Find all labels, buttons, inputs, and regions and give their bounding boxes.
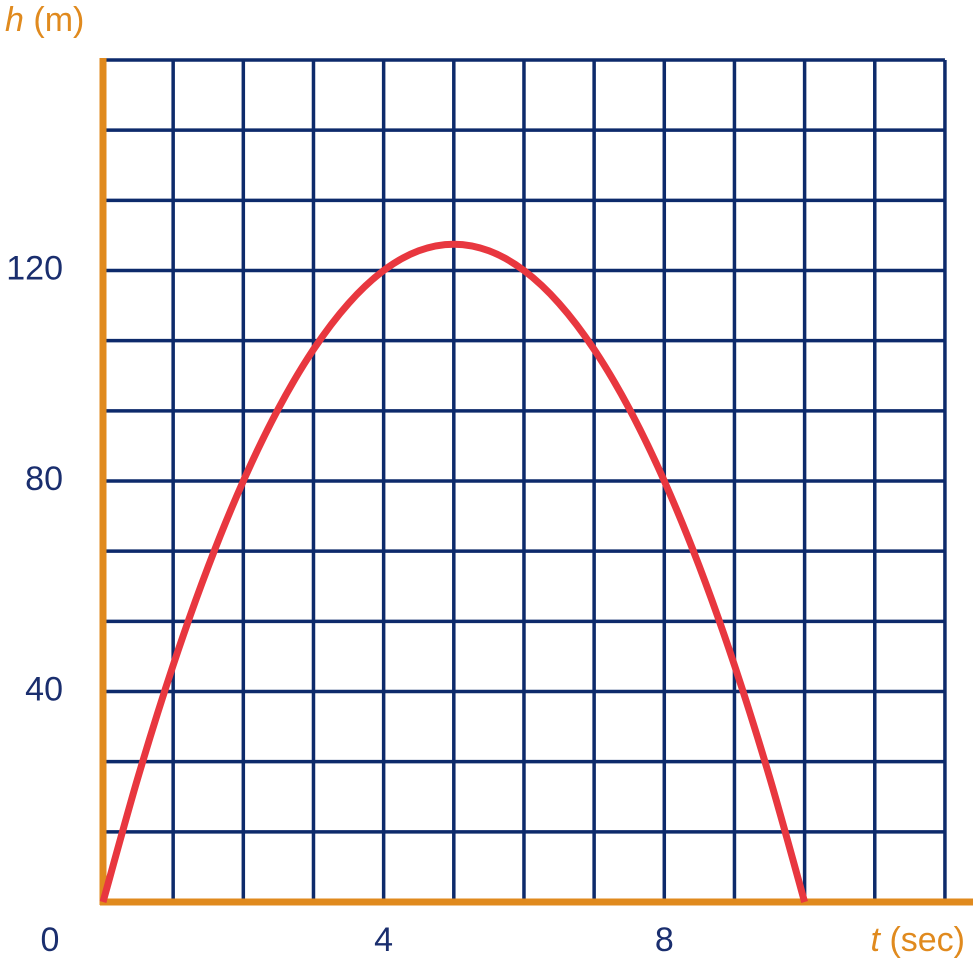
y-tick-label: 40	[25, 670, 63, 708]
x-tick-label: 8	[655, 921, 674, 959]
curve	[99, 240, 808, 903]
x-label-symbol: t	[871, 921, 882, 959]
y-label-unit: (m)	[33, 1, 84, 39]
x-label-unit: (sec)	[889, 921, 965, 959]
x-tick-label: 0	[41, 921, 60, 959]
y-tick-label: 80	[25, 460, 63, 498]
x-tick-label: 4	[374, 921, 393, 959]
y-tick-label: 120	[6, 249, 63, 287]
x-axis-label: t (sec)	[871, 921, 965, 959]
y-label-symbol: h	[5, 1, 24, 39]
y-axis-label: h (m)	[5, 1, 84, 39]
